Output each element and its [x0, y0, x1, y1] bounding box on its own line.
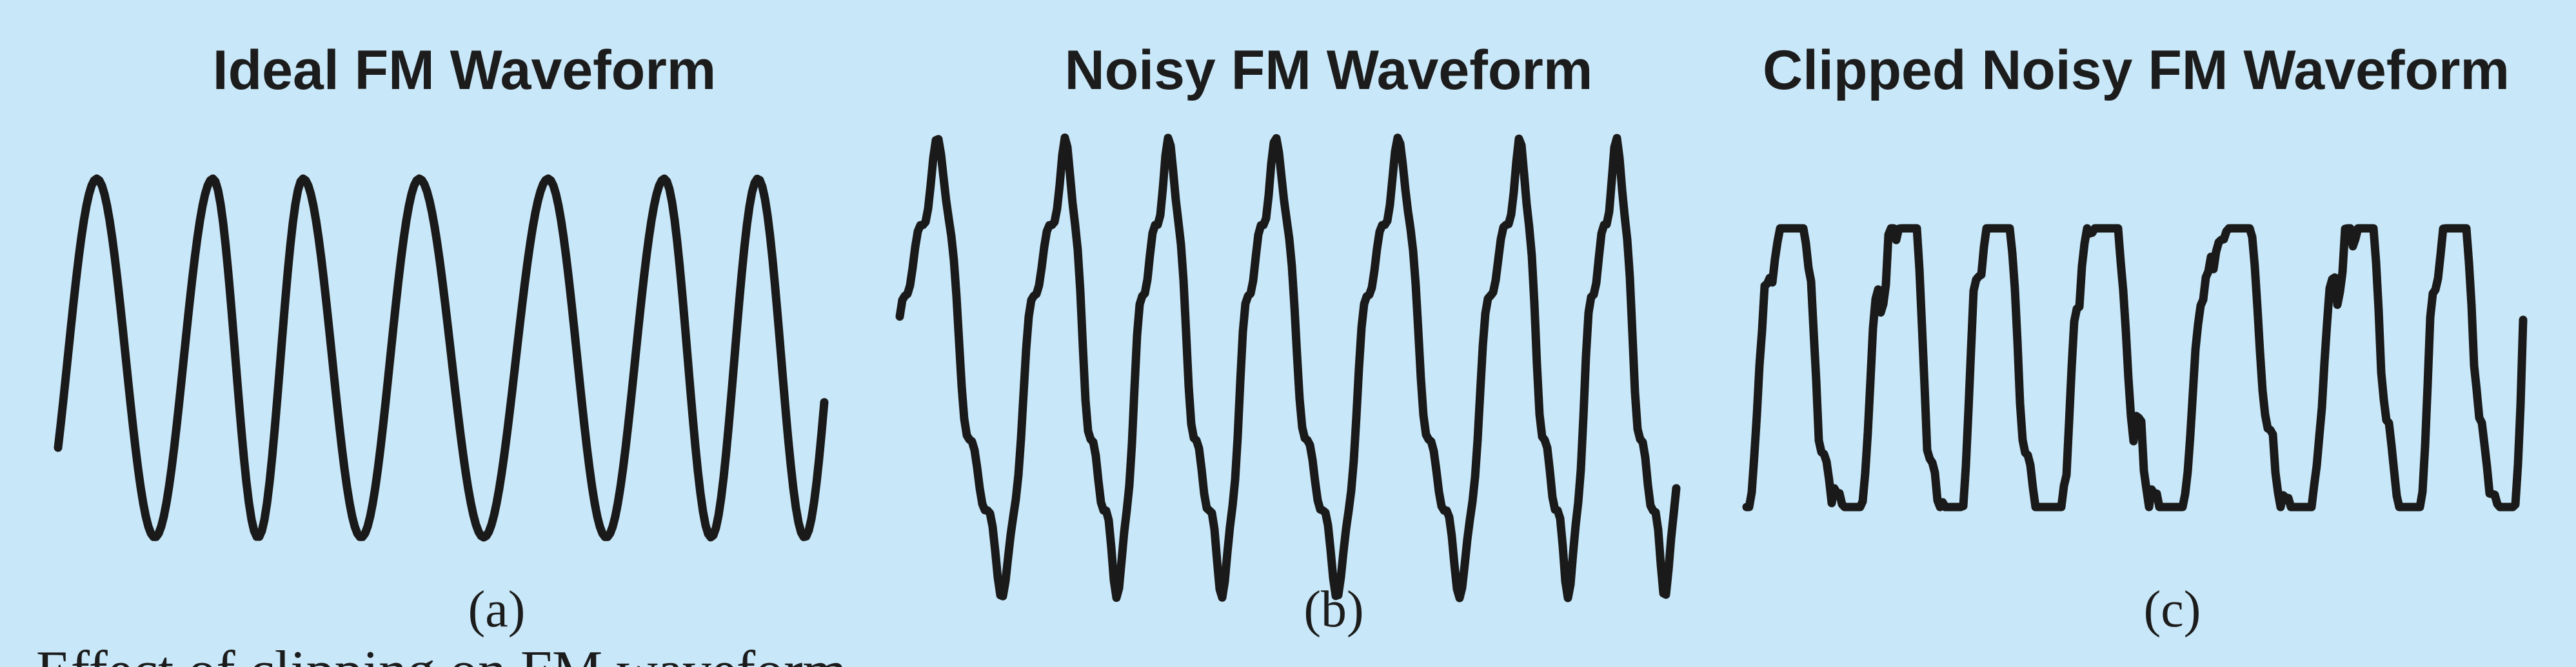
panel-c-title: Clipped Noisy FM Waveform [1763, 39, 2510, 101]
panel-b-caption: (b) [1303, 581, 1364, 638]
cropped-text-bottom: Effect of clipping on FM waveform [36, 639, 847, 667]
panel-b-title: Noisy FM Waveform [1064, 39, 1593, 101]
noisy-fm-waveform [895, 133, 1681, 602]
panel-a-title: Ideal FM Waveform [212, 39, 717, 101]
clipped-noisy-fm-waveform [1742, 224, 2528, 512]
ideal-fm-waveform [54, 174, 829, 542]
panel-c-caption: (c) [2143, 581, 2201, 638]
panel-a-caption: (a) [468, 581, 526, 638]
